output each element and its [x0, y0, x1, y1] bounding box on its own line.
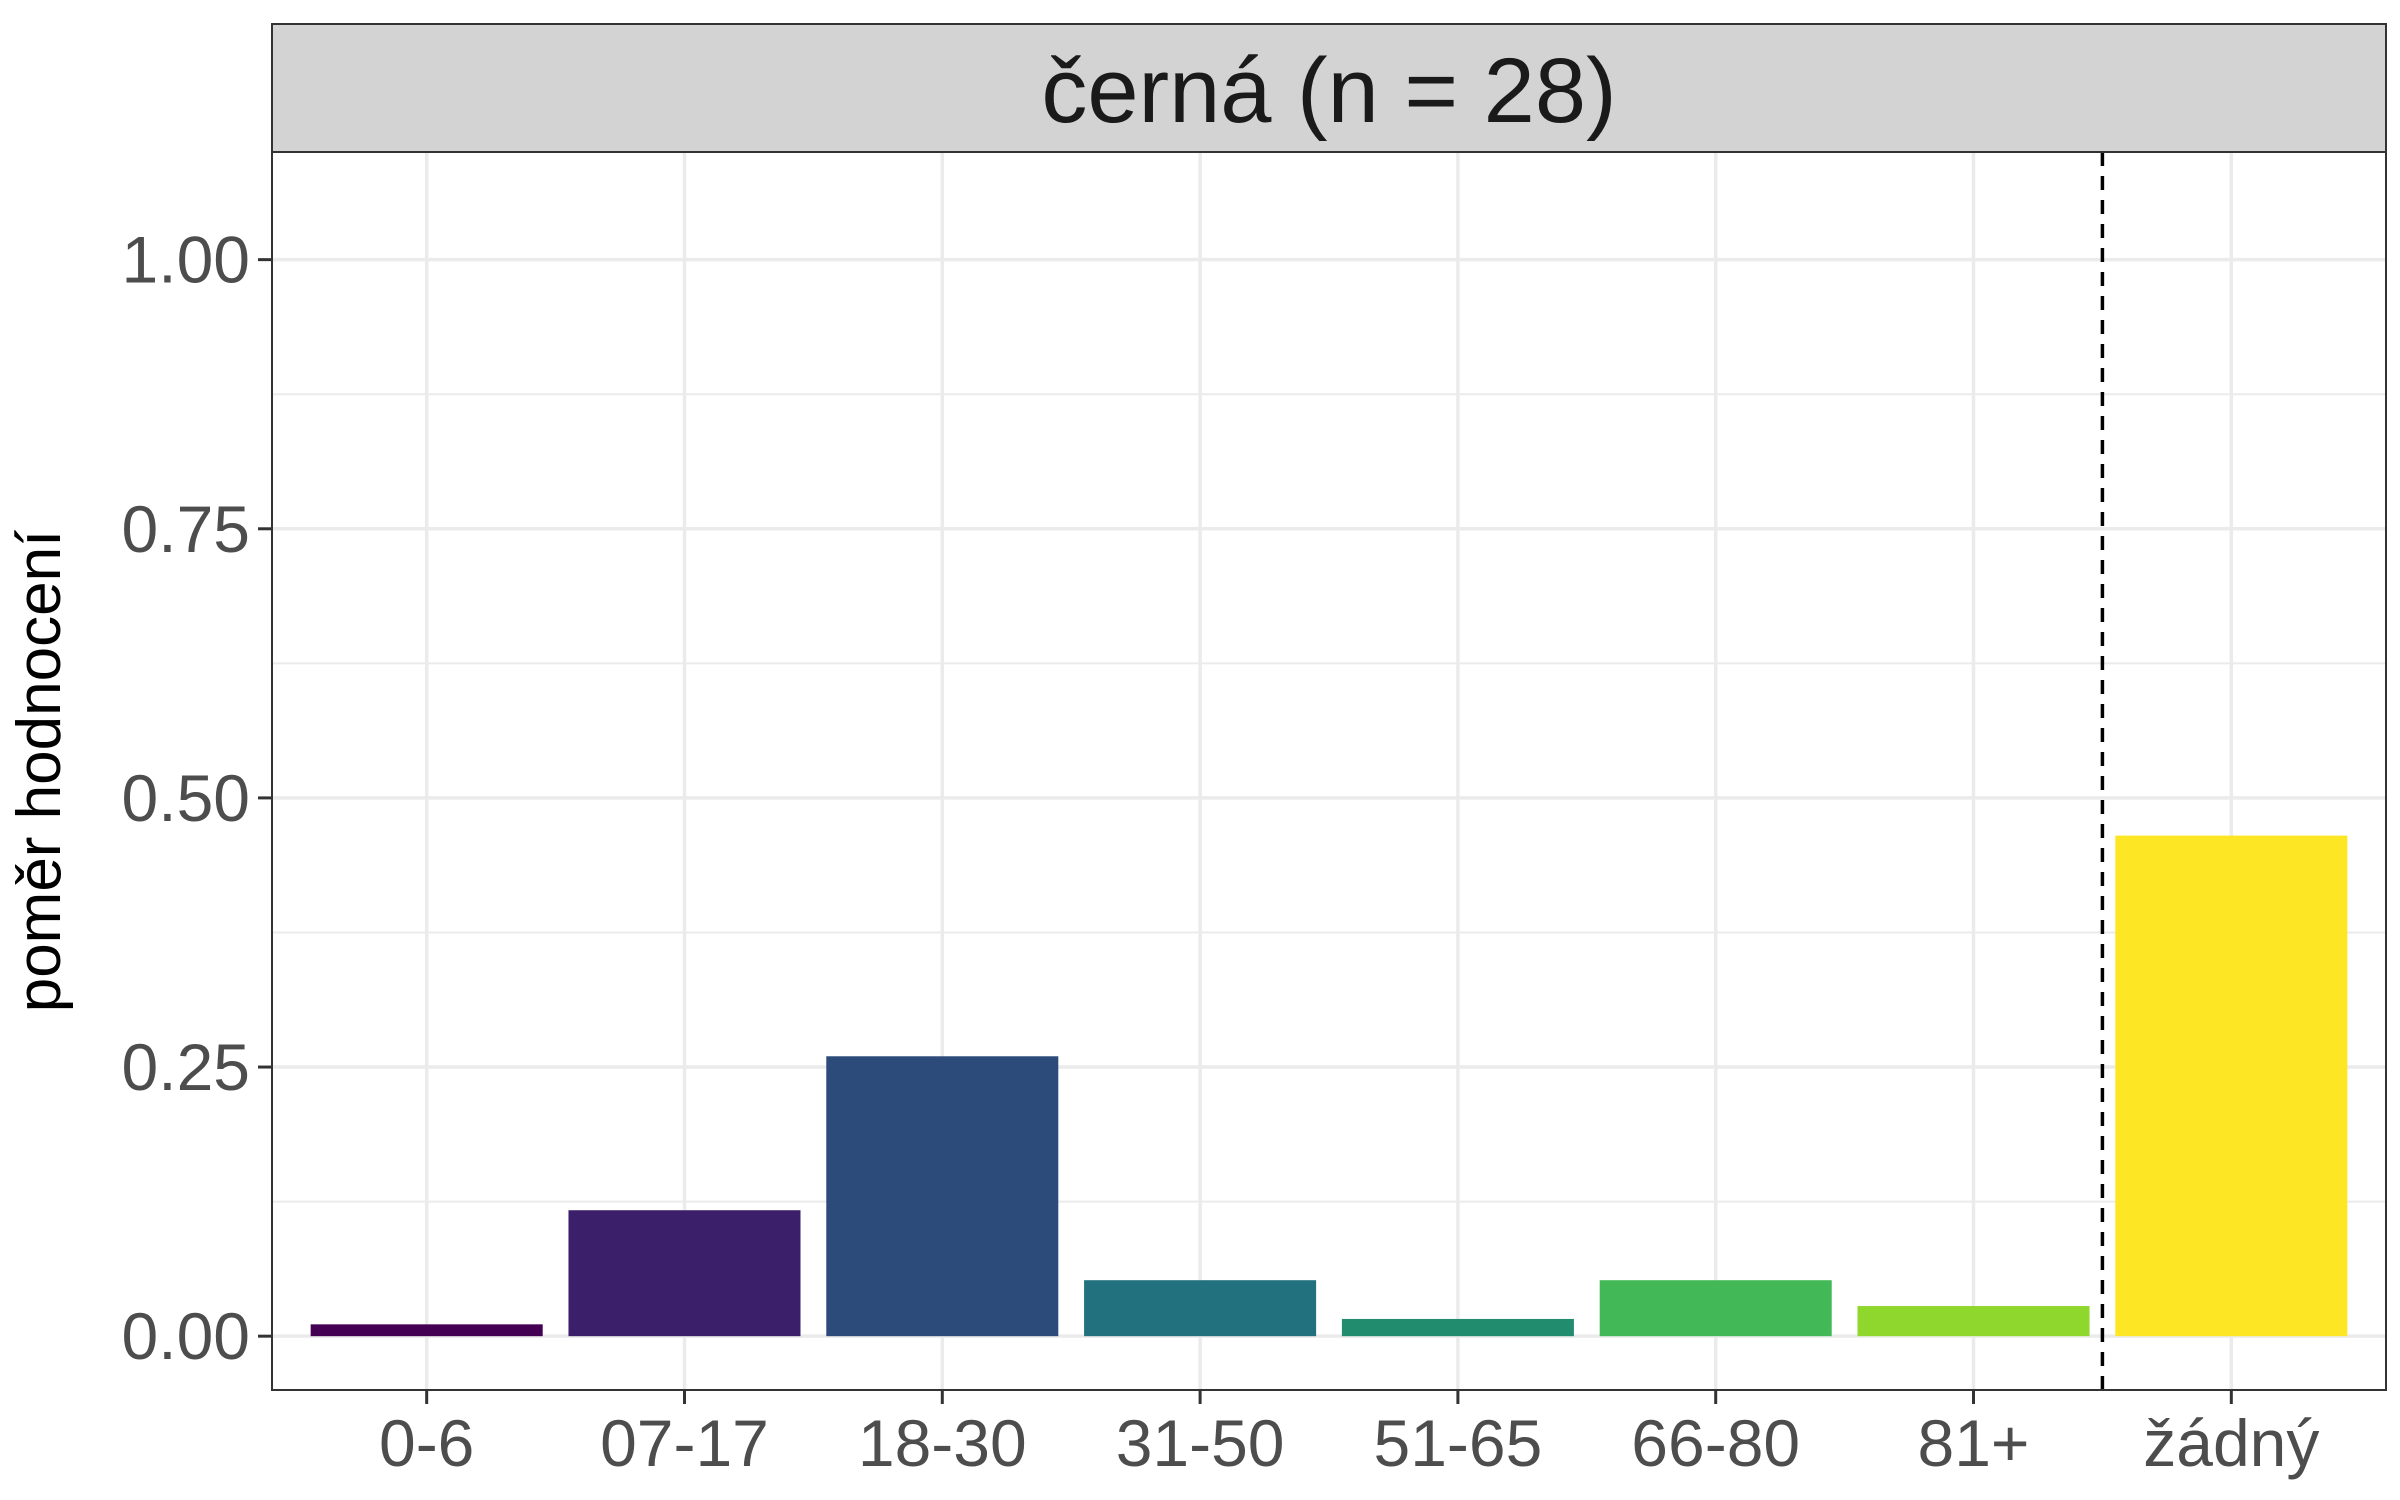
major-gridlines — [272, 152, 2386, 1390]
y-axis-ticks: 0.00 0.25 0.50 0.75 1.00 — [122, 223, 272, 1373]
minor-gridlines — [272, 393, 2386, 1203]
bar-81+ — [1857, 1306, 2090, 1337]
bar-0-6 — [310, 1324, 543, 1337]
x-tick-label: 31-50 — [1116, 1406, 1285, 1480]
y-tick-label: 0.00 — [122, 1299, 250, 1373]
x-tick-label: 07-17 — [600, 1406, 769, 1480]
bar-žádný — [2115, 835, 2348, 1337]
x-tick-label: žádný — [2143, 1406, 2319, 1480]
facet-strip — [271, 23, 2387, 153]
x-axis-ticks: 0-6 07-17 18-30 31-50 51-65 66-80 81+ žádný — [379, 1390, 2319, 1480]
bar-07-17 — [568, 1210, 801, 1337]
x-tick-label: 51-65 — [1373, 1406, 1542, 1480]
y-tick-label: 0.25 — [122, 1030, 250, 1104]
y-tick-label: 1.00 — [122, 223, 250, 297]
x-tick-label: 81+ — [1918, 1406, 2030, 1480]
y-tick-label: 0.75 — [122, 492, 250, 566]
bar-18-30 — [826, 1056, 1059, 1337]
x-tick-label: 18-30 — [858, 1406, 1027, 1480]
plot-background — [272, 152, 2386, 1390]
bar-31-50 — [1084, 1280, 1317, 1337]
facet-title: černá (n = 28) — [1041, 40, 1616, 142]
x-tick-label: 66-80 — [1631, 1406, 1800, 1480]
y-axis-title: poměr hodnocení — [5, 530, 74, 1013]
bars — [310, 835, 2348, 1337]
x-tick-label: 0-6 — [379, 1406, 474, 1480]
bar-51-65 — [1341, 1318, 1574, 1337]
bar-66-80 — [1599, 1280, 1832, 1337]
y-tick-label: 0.50 — [122, 761, 250, 835]
